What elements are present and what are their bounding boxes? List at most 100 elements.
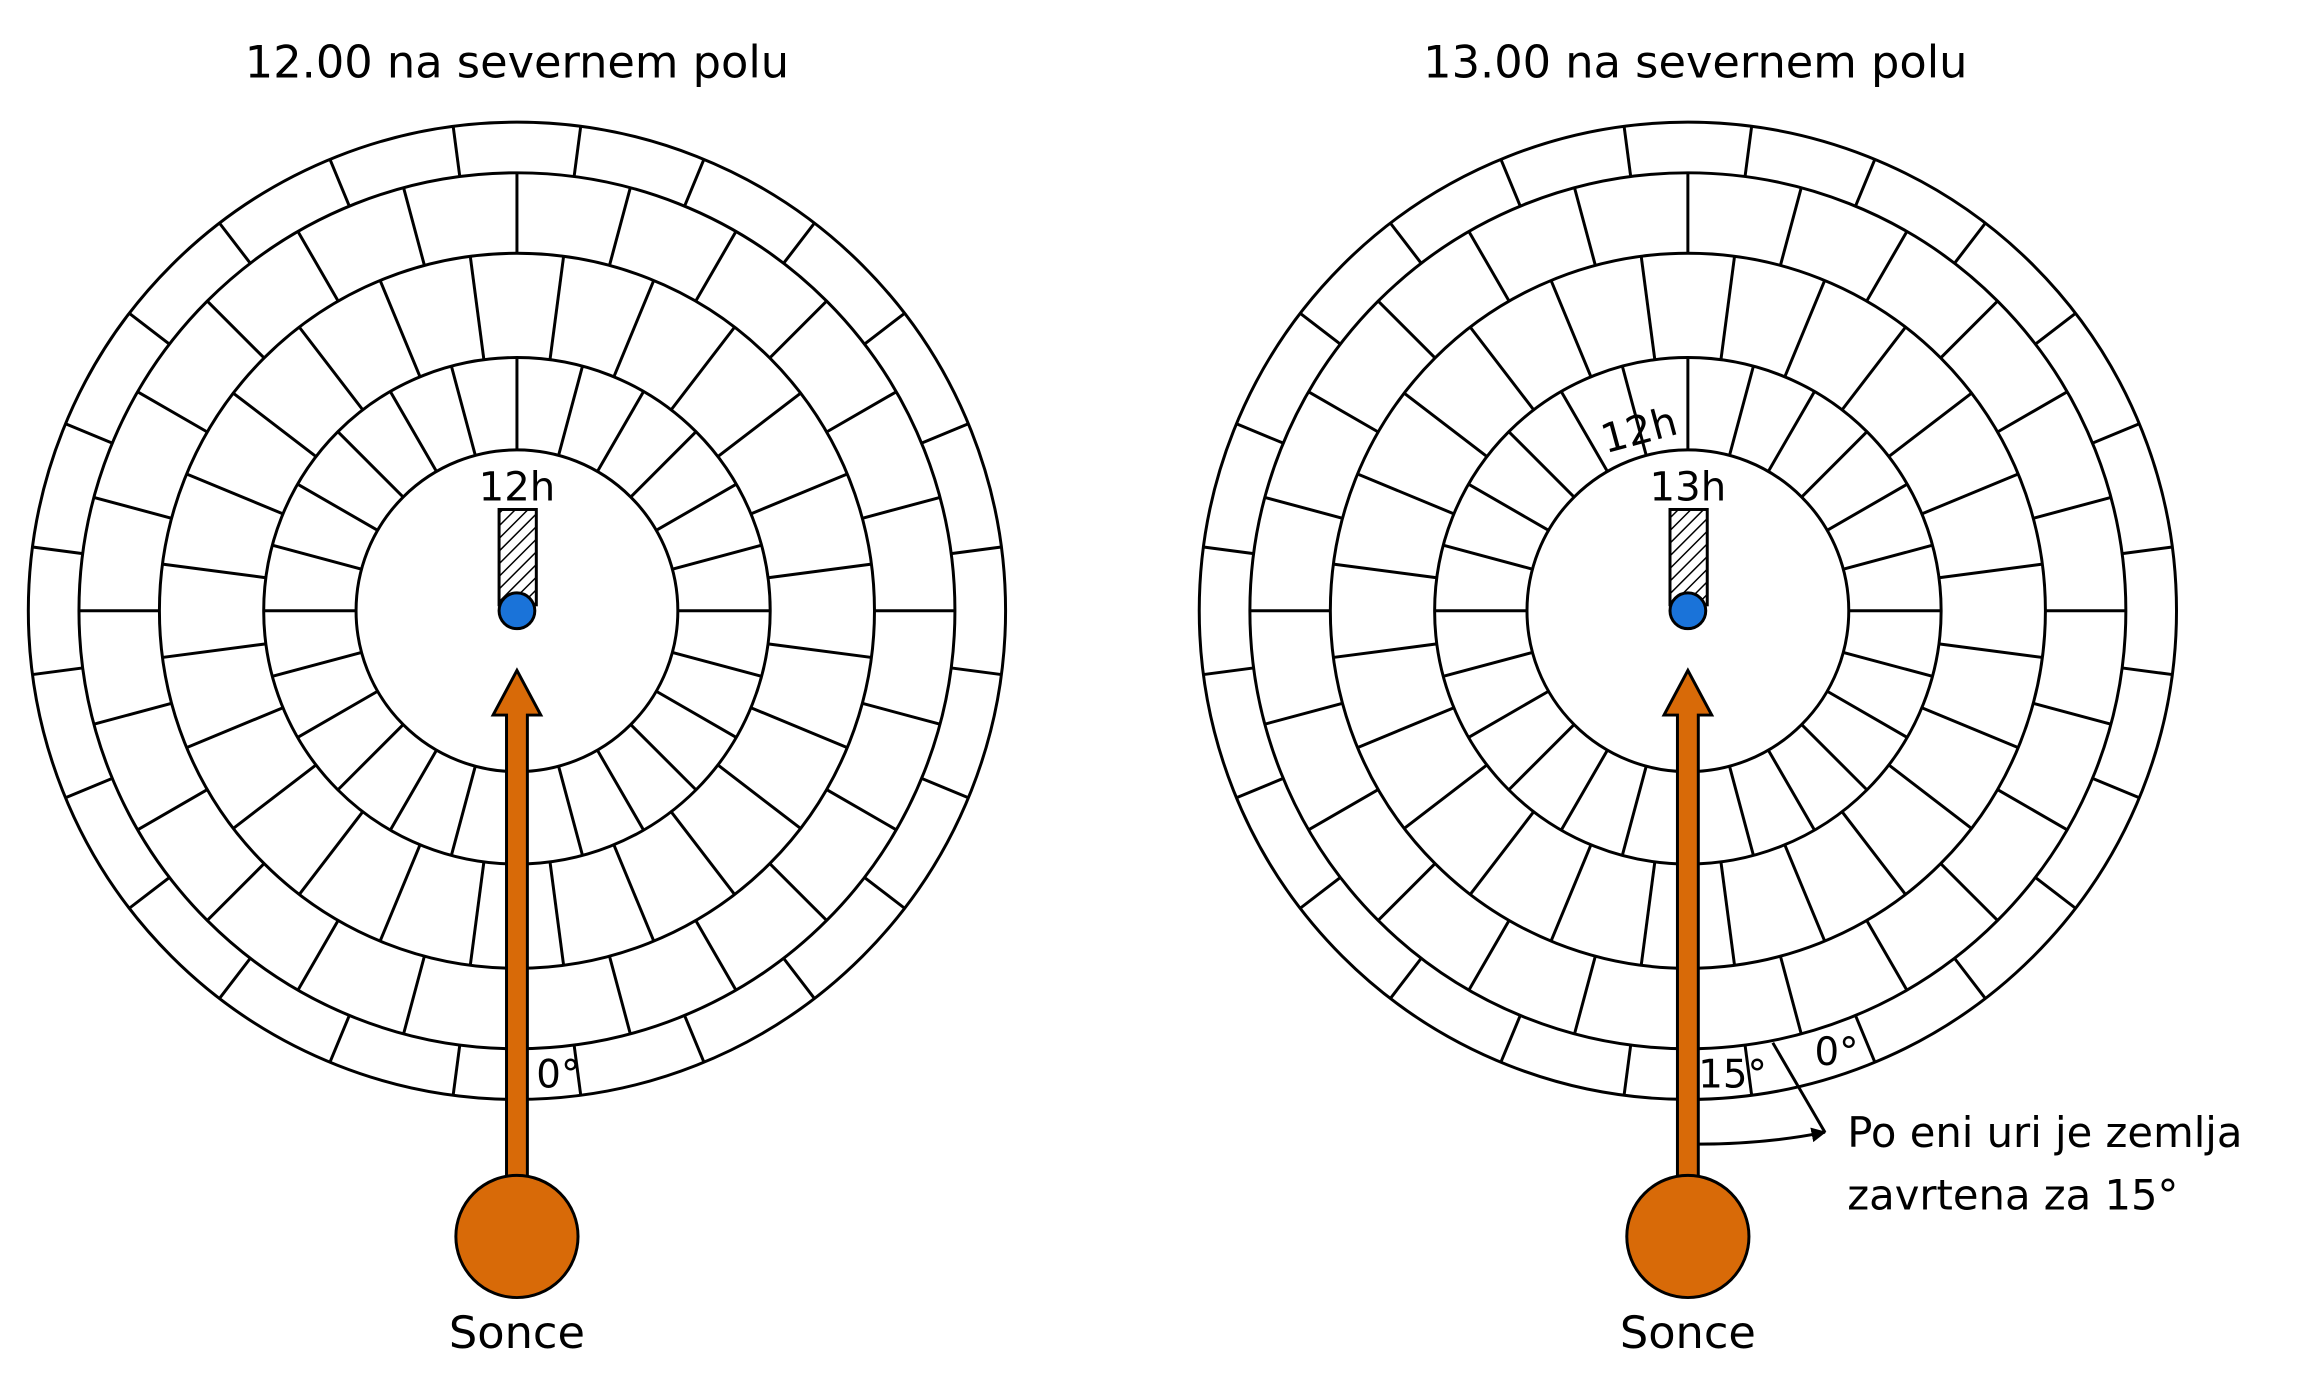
hour-label: 12h — [479, 465, 556, 511]
grid-spoke — [328, 158, 351, 207]
grid-spoke — [1235, 777, 1284, 800]
grid-spoke — [389, 390, 438, 473]
grid-spoke — [716, 391, 802, 458]
grid-spoke — [1778, 955, 1803, 1035]
grid-spoke — [93, 701, 172, 726]
grid-spoke — [1622, 1044, 1633, 1096]
grid-spoke — [629, 430, 698, 499]
grid-spoke — [1377, 862, 1437, 922]
grid-spoke — [1333, 562, 1437, 580]
grid-spoke — [64, 422, 113, 445]
grid-spoke — [232, 391, 317, 458]
grid-spoke — [1307, 788, 1379, 832]
grid-spoke — [389, 749, 438, 831]
grid-spoke — [2121, 545, 2173, 556]
grid-spoke — [2091, 777, 2140, 800]
grid-spoke — [2032, 495, 2112, 520]
grid-spoke — [1840, 810, 1907, 896]
grid-spoke — [716, 763, 802, 830]
grid-spoke — [1403, 391, 1488, 458]
grid-spoke — [1203, 545, 1254, 556]
grid-spoke — [1203, 666, 1254, 677]
grid-spoke — [1921, 472, 2019, 516]
grid-spoke — [2034, 312, 2077, 346]
grid-spoke — [451, 1044, 462, 1096]
panel-title: 12.00 na severnem polu — [245, 36, 789, 88]
grid-spoke — [1938, 642, 2043, 659]
sun — [454, 1173, 580, 1300]
grid-spoke — [1719, 256, 1737, 360]
grid-spoke — [1356, 706, 1455, 749]
grid-spoke — [782, 222, 816, 265]
grid-spoke — [608, 187, 632, 266]
grid-spoke — [683, 158, 706, 207]
grid-spoke — [468, 256, 486, 360]
grid-spoke — [162, 562, 267, 580]
grid-spoke — [1842, 543, 1933, 571]
grid-spoke — [2091, 422, 2140, 445]
grid-spoke — [1996, 390, 2068, 434]
grid-spoke — [136, 390, 209, 434]
grid-spoke — [1469, 326, 1535, 411]
grid-spoke — [218, 222, 252, 265]
grid-spoke — [1887, 391, 1973, 458]
grid-spoke — [694, 919, 738, 991]
grid-spoke — [861, 495, 941, 520]
grid-spoke — [296, 689, 379, 739]
grid-spoke — [1356, 472, 1455, 516]
shadow-stick — [497, 507, 538, 607]
grid-spoke — [296, 230, 340, 302]
grid-spoke — [298, 810, 364, 896]
grid-spoke — [1389, 222, 1423, 265]
grid-spoke — [128, 876, 171, 910]
grid-spoke — [612, 844, 656, 942]
observer-dot — [1668, 591, 1708, 631]
grid-spoke — [671, 543, 762, 571]
grid-spoke — [378, 844, 422, 942]
grid-spoke — [1622, 126, 1633, 177]
panel-title: 13.00 na severnem polu — [1423, 36, 1967, 88]
grid-spoke — [1403, 763, 1488, 830]
grid-spoke — [768, 862, 828, 922]
grid-spoke — [1559, 390, 1609, 473]
grid-spoke — [378, 279, 422, 378]
grid-spoke — [271, 543, 362, 571]
grid-spoke — [328, 1014, 351, 1063]
grid-spoke — [1639, 256, 1657, 360]
grid-spoke — [449, 365, 477, 456]
grid-spoke — [548, 861, 566, 966]
grid-spoke — [1333, 642, 1437, 659]
grid-spoke — [1573, 955, 1597, 1035]
sun-label: Sonce — [1620, 1307, 1756, 1359]
grid-spoke — [572, 1044, 583, 1096]
note-line: zavrtena za 15° — [1847, 1171, 2178, 1220]
grid-spoke — [921, 777, 969, 800]
grid-spoke — [608, 955, 632, 1035]
zero-label: 0° — [1815, 1030, 1859, 1075]
grid-spoke — [186, 472, 284, 516]
grid-spoke — [1842, 650, 1933, 678]
panel: 13.00 na severnem polu 13h 12h 15° 0° Po… — [1197, 36, 2242, 1359]
grid-spoke — [1826, 482, 1908, 532]
grid-spoke — [612, 279, 656, 378]
grid-spoke — [1620, 365, 1648, 456]
grid-spoke — [1507, 430, 1576, 499]
grid-spoke — [548, 256, 566, 360]
grid-spoke — [1800, 723, 1869, 791]
grid-spoke — [206, 862, 266, 922]
grid-spoke — [1783, 279, 1827, 378]
grid-spoke — [767, 562, 872, 580]
grid-spoke — [271, 650, 362, 678]
grid-spoke — [921, 422, 969, 445]
grid-spoke — [683, 1014, 706, 1063]
hour-label: 13h — [1650, 465, 1727, 511]
grid-spoke — [863, 876, 906, 910]
grid-spoke — [1442, 650, 1533, 678]
grid-spoke — [298, 326, 364, 411]
note-line: Po eni uri je zemlja — [1847, 1108, 2242, 1157]
grid-spoke — [1728, 765, 1755, 856]
grid-spoke — [1620, 765, 1648, 856]
grid-spoke — [186, 706, 284, 749]
grid-spoke — [136, 788, 209, 832]
